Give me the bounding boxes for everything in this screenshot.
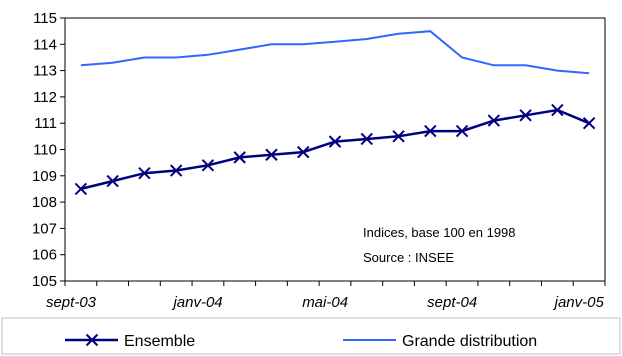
legend-label-grande-distribution: Grande distribution — [402, 333, 537, 350]
annotation-base: Indices, base 100 en 1998 — [363, 225, 516, 240]
legend: Ensemble Grande distribution — [1, 317, 621, 355]
legend-box — [1, 317, 621, 355]
y-tick-label: 108 — [32, 194, 57, 211]
series-line-ensemble — [80, 108, 590, 191]
axes — [60, 17, 606, 286]
data-point-ensemble — [328, 135, 342, 148]
y-tick-labels: 105 106 107 108 109 110 111 112 113 114 115 — [32, 10, 57, 290]
data-point-ensemble — [297, 145, 310, 159]
legend-label-ensemble: Ensemble — [124, 333, 195, 350]
legend-marker-ensemble — [85, 333, 99, 347]
data-point-ensemble — [233, 151, 246, 164]
x-tick-label: mai-04 — [302, 294, 348, 311]
annotation-source: Source : INSEE — [363, 250, 454, 265]
y-tick-label: 105 — [32, 273, 57, 290]
y-tick-label: 109 — [32, 168, 57, 185]
y-tick-label: 112 — [33, 89, 57, 106]
data-point-ensemble — [455, 124, 469, 138]
x-tick-label: sept-04 — [427, 294, 477, 311]
y-tick-label: 115 — [33, 10, 57, 27]
legend-item-grande-distribution: Grande distribution — [343, 333, 537, 350]
series-line-grande-distribution — [80, 30, 590, 75]
data-point-ensemble — [551, 103, 564, 117]
y-tick-label: 106 — [32, 247, 57, 264]
x-tick-labels: sept-03 janv-04 mai-04 sept-04 janv-05 — [46, 294, 605, 311]
x-tick-label: janv-04 — [171, 294, 222, 311]
data-point-ensemble — [582, 116, 596, 130]
data-point-ensemble — [519, 109, 532, 122]
data-point-ensemble — [265, 148, 278, 161]
legend-item-ensemble: Ensemble — [65, 333, 195, 350]
y-tick-label: 107 — [32, 220, 57, 237]
y-tick-label: 114 — [33, 36, 57, 53]
data-point-ensemble — [392, 130, 405, 143]
data-point-ensemble — [487, 114, 501, 127]
data-point-ensemble — [169, 164, 183, 177]
data-point-ensemble — [424, 124, 437, 138]
data-point-ensemble — [106, 174, 119, 188]
y-tick-label: 111 — [34, 115, 57, 132]
data-point-ensemble — [138, 166, 151, 180]
series-lines — [74, 30, 596, 196]
x-tick-label: sept-03 — [46, 294, 97, 311]
data-point-ensemble — [74, 182, 88, 196]
y-tick-label: 110 — [33, 142, 57, 159]
data-point-ensemble — [201, 159, 215, 172]
data-point-ensemble — [360, 132, 373, 146]
y-tick-label: 113 — [33, 63, 57, 80]
x-tick-label: janv-05 — [553, 294, 605, 311]
